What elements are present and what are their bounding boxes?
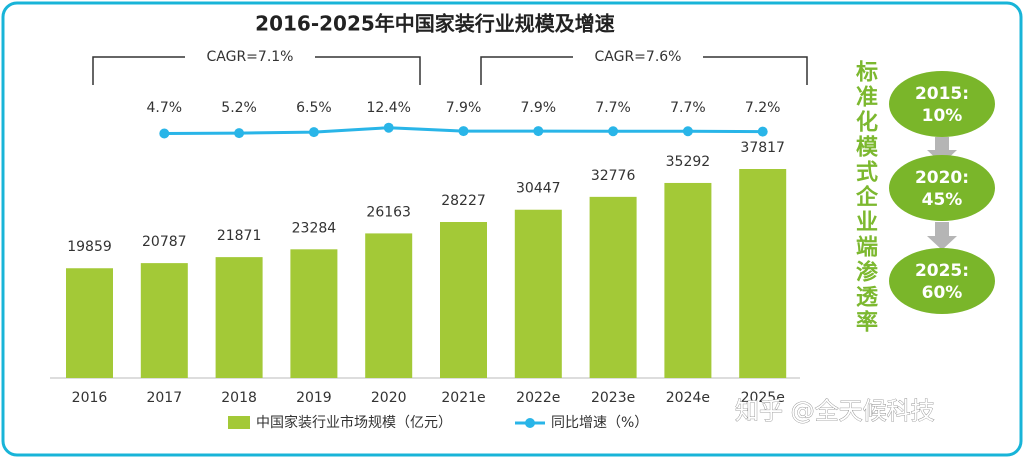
bar [440, 222, 487, 378]
bar-value-label: 28227 [441, 193, 486, 209]
oval-value: 60% [922, 283, 963, 303]
bar [66, 268, 113, 378]
arrow [927, 137, 957, 164]
growth-value-label: 6.5% [296, 100, 332, 116]
oval-year: 2025: [915, 261, 969, 281]
bar-value-label: 35292 [666, 154, 711, 170]
bar [290, 249, 338, 378]
growth-value-label: 4.7% [147, 100, 183, 116]
bar [664, 182, 712, 378]
x-tick-label: 2016 [72, 390, 108, 406]
growth-value-label: 7.9% [521, 100, 557, 116]
x-tick-label: 2020 [371, 390, 407, 406]
legend-label: 中国家装行业市场规模（亿元） [256, 414, 452, 431]
bar-value-label: 30447 [516, 181, 561, 197]
cagr-bracket [480, 56, 808, 85]
x-tick-label: 2025e [741, 390, 785, 406]
bar [514, 209, 562, 378]
growth-point [682, 126, 693, 137]
bar [589, 196, 637, 378]
x-tick-label: 2019 [296, 390, 332, 406]
bar-value-label: 32776 [591, 168, 636, 184]
penetration-oval [889, 248, 995, 314]
growth-value-label: 7.9% [446, 100, 482, 116]
growth-point [608, 126, 619, 137]
growth-point [234, 128, 245, 139]
bar [365, 233, 413, 378]
growth-point [308, 127, 319, 138]
watermark: 知乎 @全天候科技 [735, 397, 935, 425]
oval-year: 2015: [915, 84, 969, 104]
legend-swatch [525, 418, 535, 428]
oval-year: 2020: [915, 168, 969, 188]
growth-value-label: 7.7% [670, 100, 706, 116]
side-title: 标准化模式企业端渗透率 [852, 59, 879, 335]
x-tick-label: 2017 [146, 390, 182, 406]
arrow [927, 222, 957, 250]
growth-point [383, 122, 394, 133]
x-tick-label: 2021e [441, 390, 485, 406]
x-tick-label: 2024e [666, 390, 710, 406]
growth-point [159, 128, 170, 139]
growth-point [458, 126, 469, 137]
penetration-oval [889, 155, 995, 221]
legend-label: 同比增速（%） [551, 415, 648, 431]
growth-point [533, 126, 544, 137]
bar [739, 169, 787, 378]
bar-value-label: 21871 [217, 228, 262, 244]
oval-value: 10% [922, 106, 963, 126]
bar-value-label: 19859 [67, 239, 112, 255]
bar-value-label: 23284 [292, 220, 337, 236]
oval-value: 45% [922, 190, 963, 210]
legend-swatch [228, 416, 250, 429]
growth-value-label: 7.2% [745, 100, 781, 116]
penetration-oval [889, 71, 995, 137]
growth-value-label: 12.4% [366, 100, 410, 116]
cagr-bracket [92, 56, 421, 85]
bar-value-label: 26163 [366, 204, 411, 220]
growth-value-label: 7.7% [595, 100, 631, 116]
bar [140, 263, 188, 378]
growth-point [757, 126, 768, 137]
bar-value-label: 37817 [740, 140, 785, 156]
growth-value-label: 5.2% [221, 100, 257, 116]
bar [215, 257, 263, 378]
x-tick-label: 2022e [516, 390, 560, 406]
annotation: CAGR=7.6% [595, 49, 682, 65]
x-tick-label: 2023e [591, 390, 635, 406]
annotation: CAGR=7.1% [207, 49, 294, 65]
bar-value-label: 20787 [142, 234, 187, 250]
x-tick-label: 2018 [221, 390, 257, 406]
chart-title: 2016-2025年中国家装行业规模及增速 [255, 12, 615, 36]
